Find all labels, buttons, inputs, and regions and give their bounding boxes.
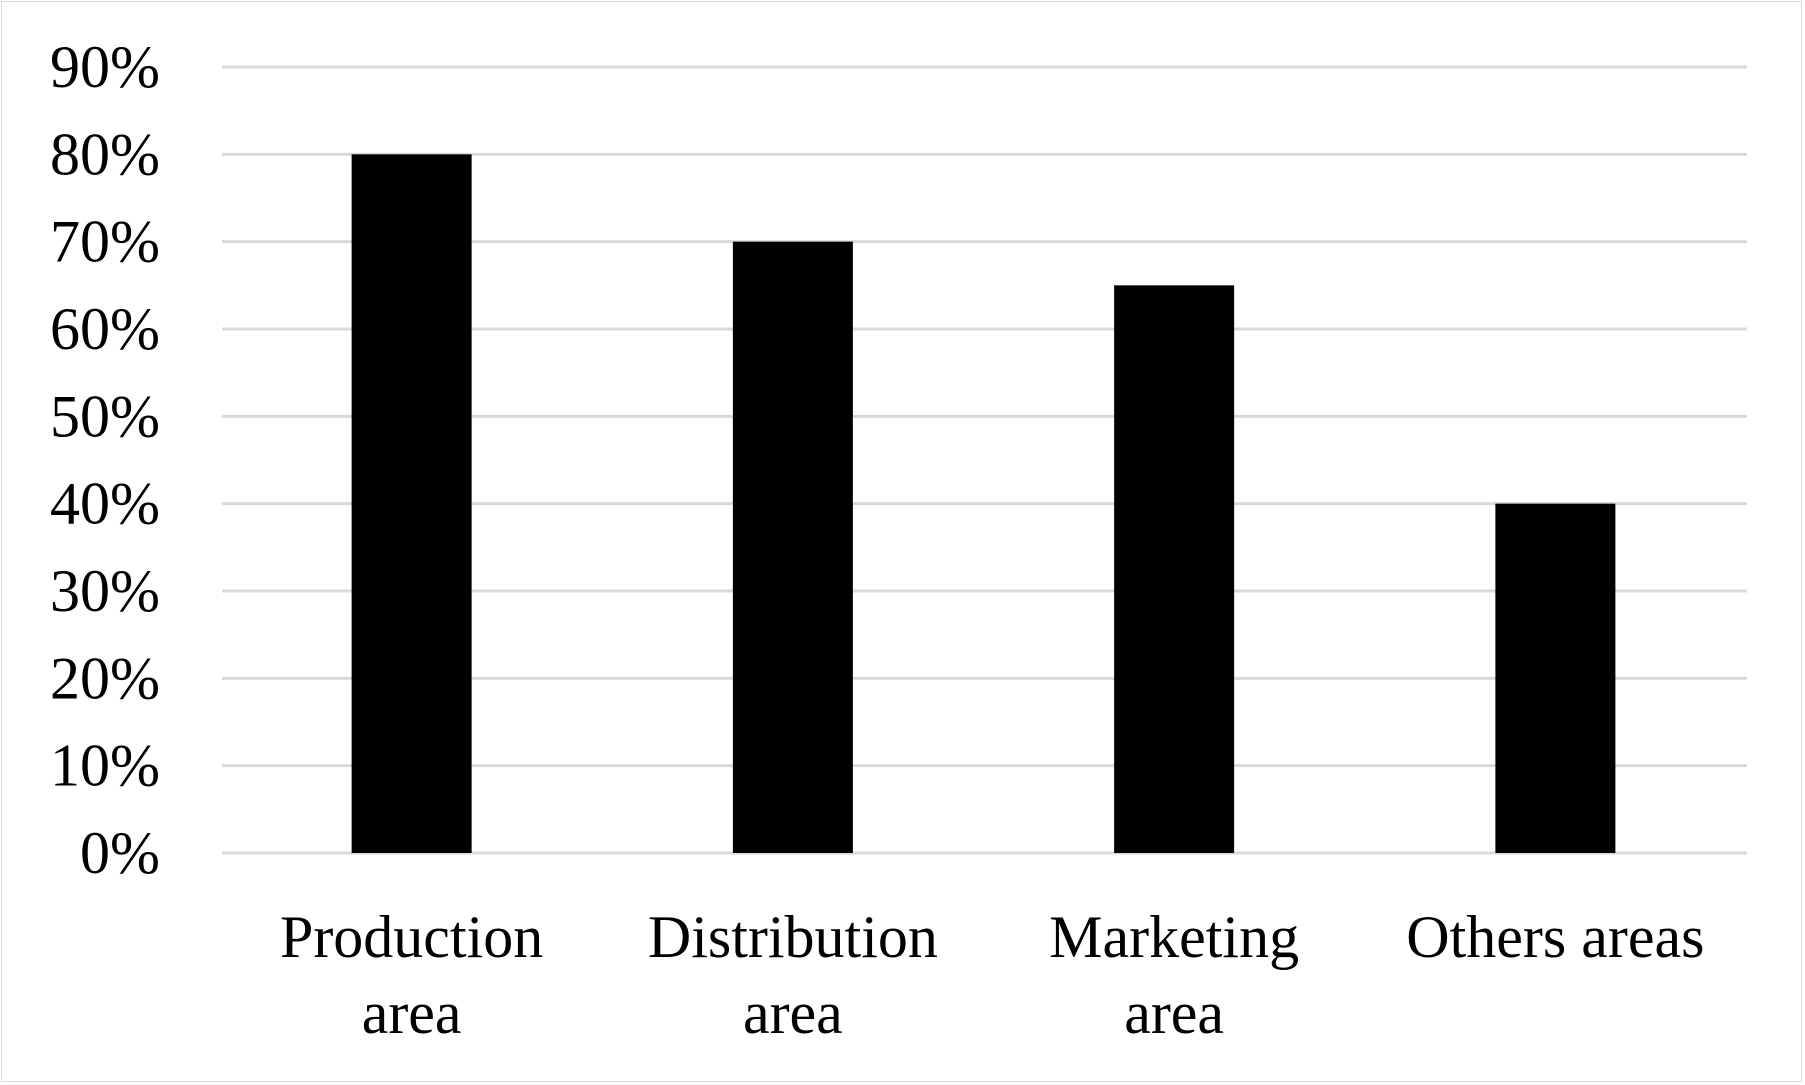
x-category-label-line: Production [280, 904, 543, 970]
y-axis: 0% 10% 20% 30% 40% 50% 60% 70% 80% 90% [50, 34, 160, 886]
y-tick-label: 80% [50, 121, 160, 187]
y-tick-label: 20% [50, 645, 160, 711]
y-tick-label: 60% [50, 296, 160, 362]
x-category-label: Others areas [1406, 904, 1704, 970]
x-category-label-line: Others areas [1406, 904, 1704, 970]
bar [1495, 503, 1616, 853]
x-category-label-line: area [362, 980, 462, 1046]
y-tick-label: 70% [50, 209, 160, 275]
bar [732, 241, 853, 853]
y-tick-label: 30% [50, 558, 160, 624]
x-category-label: Distribution area [648, 904, 938, 1046]
bars [351, 154, 1616, 854]
x-category-label-line: area [1124, 980, 1224, 1046]
y-tick-label: 50% [50, 383, 160, 449]
x-category-label: Production area [280, 904, 543, 1046]
bar [351, 154, 472, 854]
y-tick-label: 10% [50, 733, 160, 799]
x-category-label-line: Distribution [648, 904, 938, 970]
x-axis: Production area Distribution area Marketing a… [280, 904, 1705, 1046]
x-category-label-line: area [743, 980, 843, 1046]
x-category-label-line: Marketing [1049, 904, 1299, 970]
y-tick-label: 40% [50, 471, 160, 537]
gridlines [222, 65, 1747, 855]
x-category-label: Marketing area [1049, 904, 1299, 1046]
bar [1114, 285, 1235, 853]
y-tick-label: 90% [50, 34, 160, 100]
y-tick-label: 0% [80, 820, 160, 886]
